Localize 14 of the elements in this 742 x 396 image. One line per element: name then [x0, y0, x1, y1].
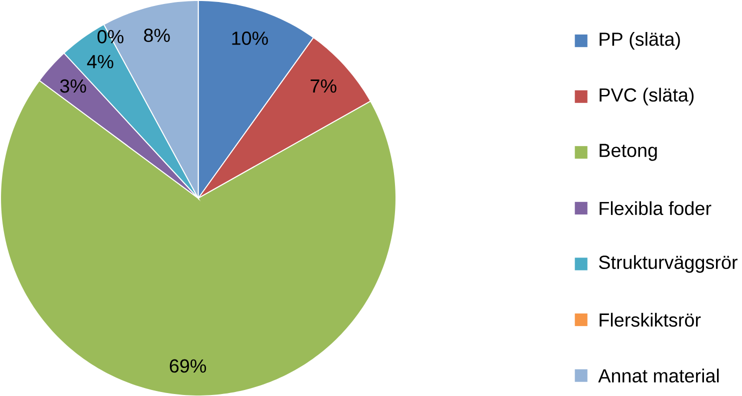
data-label: 4%: [87, 54, 114, 68]
legend-label: PVC (släta): [600, 88, 694, 106]
data-label: 3%: [60, 79, 86, 92]
legend-label: Flerskiktsrör: [600, 312, 701, 326]
data-label: 10%: [232, 31, 268, 45]
legend-label: Flexibla foder: [600, 201, 712, 215]
legend-label: Strukturväggsrör: [599, 254, 738, 273]
legend-label: Annat material: [598, 368, 719, 382]
data-label: 7%: [310, 79, 336, 92]
legend-label: Betong: [600, 144, 657, 161]
legend-label: PP (släta): [600, 32, 680, 50]
text: 0%: [98, 30, 124, 44]
data-label: 8%: [144, 28, 170, 42]
data-label: 69%: [170, 359, 206, 372]
